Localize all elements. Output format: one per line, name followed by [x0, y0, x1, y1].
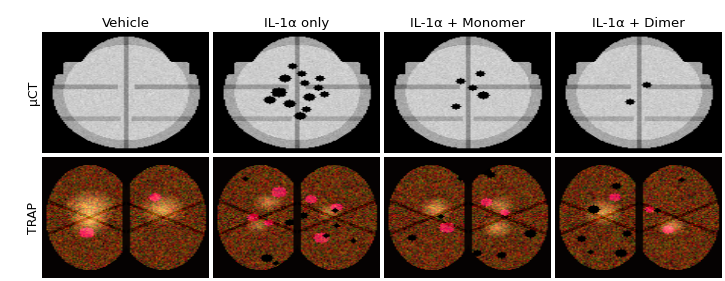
Text: Vehicle: Vehicle [102, 17, 149, 30]
Text: μCT: μCT [27, 81, 40, 105]
Text: IL-1α + Dimer: IL-1α + Dimer [592, 17, 685, 30]
Text: TRAP: TRAP [27, 202, 40, 234]
Text: IL-1α only: IL-1α only [264, 17, 329, 30]
Text: IL-1α + Monomer: IL-1α + Monomer [410, 17, 525, 30]
